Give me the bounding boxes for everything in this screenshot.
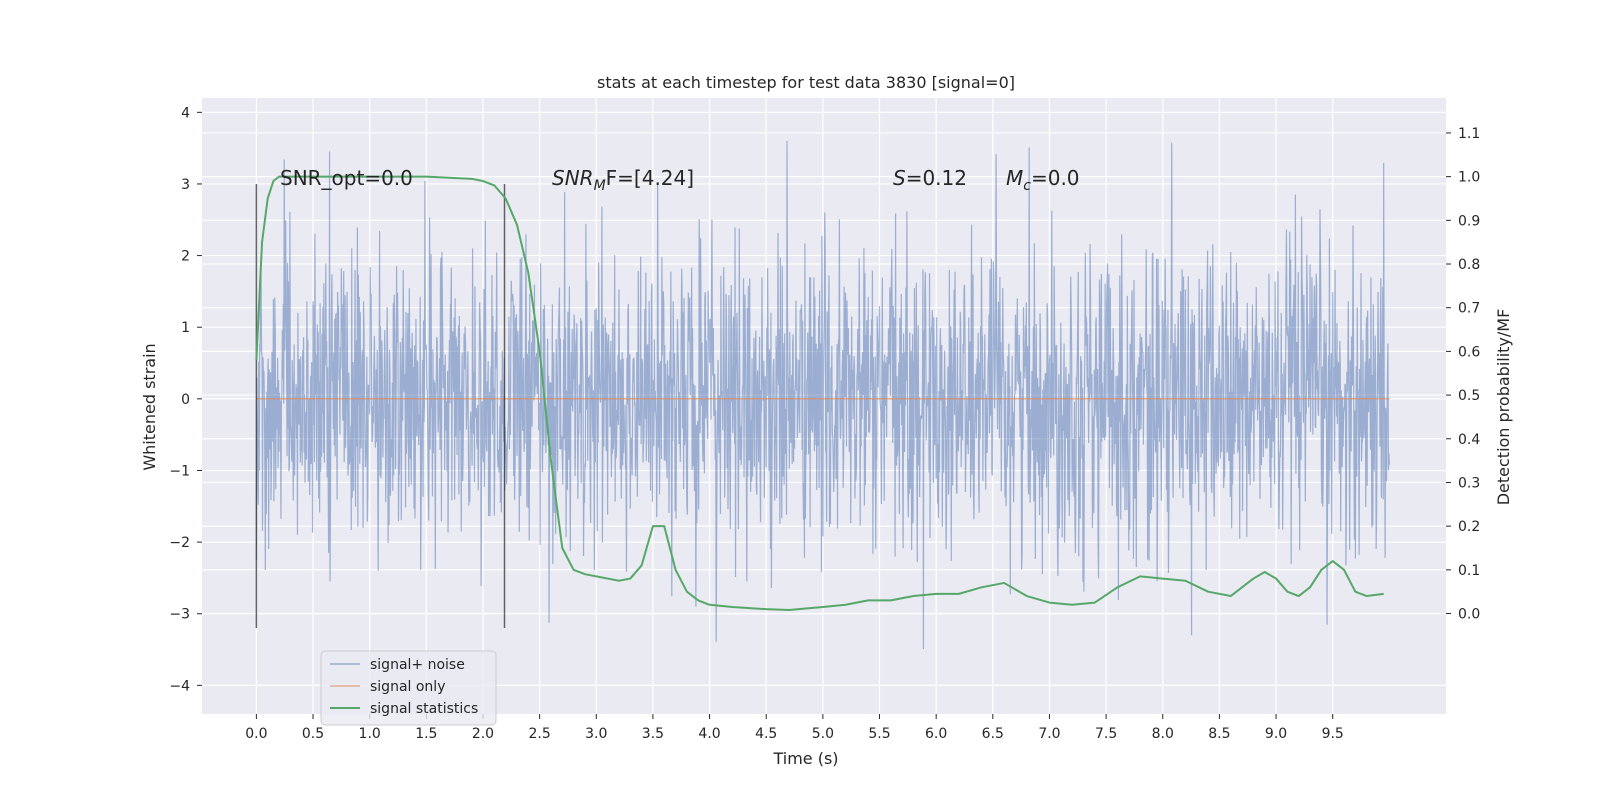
annotation-snr-opt: SNR_opt=0.0 (280, 166, 413, 190)
annotation-snr-mf: SNRMF=[4.24] (552, 166, 694, 194)
annotation-snr-mf-sub: M (594, 178, 606, 194)
x-tick-label: 1.5 (415, 726, 437, 742)
x-tick-label: 3.5 (642, 726, 664, 742)
series-signal-statistics (255, 175, 1384, 612)
annotation-mc-value: =0.0 (1031, 166, 1080, 190)
y-tick-label: −1 (169, 463, 190, 479)
vertical-markers (255, 183, 506, 629)
annotations: SNR_opt=0.0 SNRMF=[4.24] S=0.12 Mc=0.0 (280, 166, 1080, 194)
x-tick-label: 0.0 (245, 726, 267, 742)
x-tick-label: 9.5 (1322, 726, 1344, 742)
x-tick-label: 8.0 (1152, 726, 1174, 742)
y2-tick-label: 0.0 (1458, 607, 1480, 623)
annotation-mc: Mc=0.0 (1006, 166, 1080, 194)
x-tick-label: 7.5 (1095, 726, 1117, 742)
y-tick-label: 4 (181, 105, 190, 121)
legend-label-signal-only: signal only (370, 679, 445, 695)
signal-plus-noise-line (255, 140, 1390, 649)
signal-statistics-line (255, 175, 1384, 612)
x-tick-label: 4.0 (698, 726, 720, 742)
y2-tick-label: 0.8 (1458, 257, 1480, 273)
x-tick-label: 3.0 (585, 726, 607, 742)
annotation-snr-mf-value: F=[4.24] (606, 166, 694, 190)
x-tick-label: 0.5 (302, 726, 324, 742)
y2-axis-label: Detection probability/MF (1494, 309, 1513, 506)
x-tick-label: 1.0 (359, 726, 381, 742)
x-tick-label: 5.5 (868, 726, 890, 742)
chart-title: stats at each timestep for test data 383… (597, 73, 1015, 92)
y-tick-label: −3 (169, 607, 190, 623)
annotation-s-value: =0.12 (906, 166, 967, 190)
x-tick-label: 2.0 (472, 726, 494, 742)
tick-labels: 0.0 0.5 1.0 1.5 2.0 2.5 3.0 3.5 4.0 4.5 5.0 5.5 6.0 6… (169, 105, 1480, 742)
x-axis-label: Time (s) (772, 749, 838, 768)
y2-tick-label: 0.9 (1458, 213, 1480, 229)
y2-tick-label: 0.3 (1458, 475, 1480, 491)
y-tick-label: 2 (181, 249, 190, 265)
legend-box (320, 650, 497, 726)
x-tick-label: 6.0 (925, 726, 947, 742)
legend-label-signal-statistics: signal statistics (370, 701, 478, 717)
x-tick-label: 9.0 (1265, 726, 1287, 742)
legend: signal+ noise signal only signal statist… (320, 650, 497, 726)
x-tick-label: 5.0 (812, 726, 834, 742)
y-tick-label: 3 (181, 177, 190, 193)
y-tick-label: −4 (169, 678, 190, 694)
y-tick-label: 1 (181, 320, 190, 336)
annotation-mc-sub: c (1023, 178, 1031, 194)
y-tick-label: 0 (181, 392, 190, 408)
x-tick-label: 7.0 (1038, 726, 1060, 742)
x-tick-label: 4.5 (755, 726, 777, 742)
y2-tick-label: 1.0 (1458, 170, 1480, 186)
y-axis-label: Whitened strain (140, 343, 159, 470)
series-signal-plus-noise (255, 140, 1390, 649)
y2-tick-label: 1.1 (1458, 126, 1480, 142)
annotation-mc-main: M (1006, 166, 1023, 190)
y2-tick-label: 0.2 (1458, 519, 1480, 535)
y2-tick-label: 0.7 (1458, 301, 1480, 317)
legend-label-signal-plus-noise: signal+ noise (370, 657, 465, 673)
y-tick-label: −2 (169, 535, 190, 551)
x-tick-label: 2.5 (528, 726, 550, 742)
annotation-s-main: S (893, 166, 906, 190)
x-tick-label: 6.5 (982, 726, 1004, 742)
annotation-s: S=0.12 (893, 166, 967, 190)
y2-tick-label: 0.6 (1458, 344, 1480, 360)
y2-tick-label: 0.1 (1458, 563, 1480, 579)
annotation-snr-mf-main: SNR (552, 166, 594, 190)
y2-tick-label: 0.5 (1458, 388, 1480, 404)
x-tick-label: 8.5 (1208, 726, 1230, 742)
y2-tick-label: 0.4 (1458, 432, 1480, 448)
